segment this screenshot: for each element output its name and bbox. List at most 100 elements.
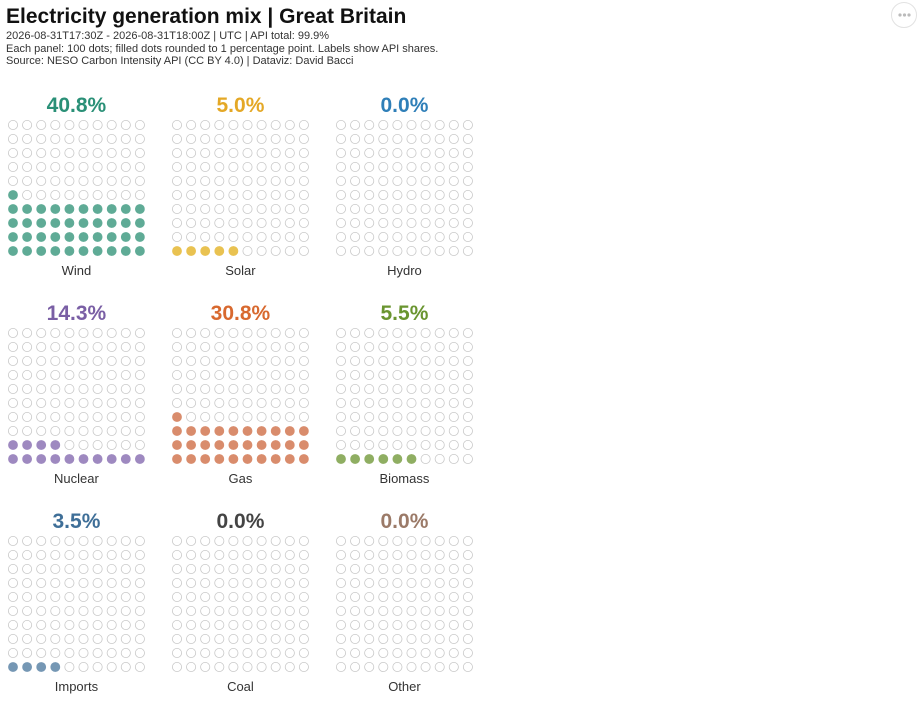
- empty-dot: [78, 550, 89, 561]
- empty-dot: [284, 217, 295, 228]
- empty-dot: [392, 355, 403, 366]
- empty-dot: [50, 536, 61, 547]
- empty-dot: [7, 411, 18, 422]
- empty-dot: [7, 592, 18, 603]
- empty-dot: [420, 578, 431, 589]
- filled-dot: [228, 246, 239, 256]
- empty-dot: [434, 564, 445, 575]
- empty-dot: [364, 383, 375, 394]
- filled-dot: [120, 218, 131, 228]
- empty-dot: [186, 327, 197, 338]
- empty-dot: [186, 189, 197, 200]
- empty-dot: [462, 327, 473, 338]
- filled-dot: [78, 232, 89, 242]
- filled-dot: [134, 204, 145, 214]
- empty-dot: [50, 175, 61, 186]
- empty-dot: [106, 327, 117, 338]
- empty-dot: [378, 411, 389, 422]
- empty-dot: [36, 606, 47, 617]
- more-options-button[interactable]: [891, 2, 917, 28]
- empty-dot: [434, 383, 445, 394]
- empty-dot: [406, 564, 417, 575]
- empty-dot: [284, 606, 295, 617]
- empty-dot: [171, 648, 182, 659]
- empty-dot: [392, 245, 403, 256]
- panel-category-label: Wind: [62, 263, 92, 278]
- empty-dot: [50, 578, 61, 589]
- empty-dot: [284, 397, 295, 408]
- empty-dot: [364, 425, 375, 436]
- filled-dot: [186, 246, 196, 256]
- empty-dot: [228, 606, 239, 617]
- panel-value-label: 5.5%: [381, 302, 429, 325]
- empty-dot: [36, 397, 47, 408]
- chart-header: Electricity generation mix | Great Brita…: [6, 4, 438, 68]
- empty-dot: [284, 592, 295, 603]
- empty-dot: [200, 175, 211, 186]
- filled-dot: [64, 204, 75, 214]
- empty-dot: [134, 175, 145, 186]
- empty-dot: [284, 245, 295, 256]
- empty-dot: [298, 634, 309, 645]
- empty-dot: [242, 341, 253, 352]
- empty-dot: [228, 231, 239, 242]
- filled-dot: [92, 218, 103, 228]
- empty-dot: [462, 369, 473, 380]
- empty-dot: [120, 606, 131, 617]
- empty-dot: [364, 245, 375, 256]
- empty-dot: [434, 175, 445, 186]
- panel-value-label: 0.0%: [381, 94, 429, 117]
- empty-dot: [36, 120, 47, 131]
- empty-dot: [378, 536, 389, 547]
- filled-dot: [284, 454, 295, 464]
- subtitle-time-range: 2026-08-31T17:30Z - 2026-08-31T18:00Z | …: [6, 30, 330, 42]
- empty-dot: [200, 203, 211, 214]
- empty-dot: [392, 189, 403, 200]
- filled-dot: [256, 454, 267, 464]
- empty-dot: [64, 147, 75, 158]
- empty-dot: [256, 564, 267, 575]
- empty-dot: [64, 327, 75, 338]
- filled-dot: [256, 426, 267, 436]
- empty-dot: [92, 120, 103, 131]
- empty-dot: [106, 369, 117, 380]
- empty-dot: [448, 592, 459, 603]
- empty-dot: [214, 203, 225, 214]
- empty-dot: [420, 217, 431, 228]
- empty-dot: [378, 648, 389, 659]
- empty-dot: [92, 536, 103, 547]
- empty-dot: [364, 203, 375, 214]
- empty-dot: [378, 634, 389, 645]
- filled-dot: [120, 246, 131, 256]
- empty-dot: [200, 620, 211, 631]
- empty-dot: [64, 592, 75, 603]
- empty-dot: [420, 147, 431, 158]
- empty-dot: [378, 550, 389, 561]
- empty-dot: [120, 355, 131, 366]
- filled-dot: [172, 246, 182, 256]
- empty-dot: [350, 536, 361, 547]
- empty-dot: [200, 564, 211, 575]
- empty-dot: [106, 411, 117, 422]
- empty-dot: [335, 355, 346, 366]
- empty-dot: [186, 383, 197, 394]
- empty-dot: [270, 648, 281, 659]
- filled-dot: [350, 454, 360, 464]
- empty-dot: [186, 217, 197, 228]
- empty-dot: [171, 217, 182, 228]
- empty-dot: [22, 550, 33, 561]
- empty-dot: [214, 175, 225, 186]
- empty-dot: [36, 578, 47, 589]
- empty-dot: [92, 175, 103, 186]
- empty-dot: [256, 606, 267, 617]
- empty-dot: [64, 634, 75, 645]
- empty-dot: [462, 439, 473, 450]
- empty-dot: [214, 383, 225, 394]
- empty-dot: [134, 550, 145, 561]
- filled-dot: [242, 454, 253, 464]
- empty-dot: [284, 620, 295, 631]
- empty-dot: [378, 606, 389, 617]
- empty-dot: [462, 189, 473, 200]
- empty-dot: [22, 133, 33, 144]
- empty-dot: [92, 133, 103, 144]
